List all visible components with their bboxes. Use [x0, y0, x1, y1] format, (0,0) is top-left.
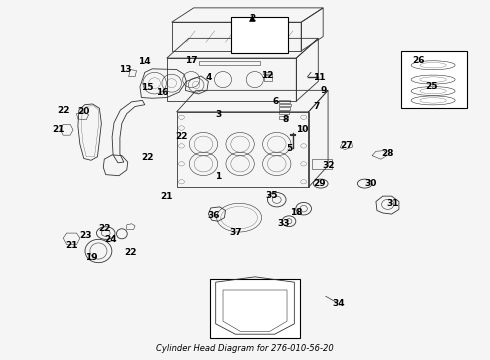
- Text: 5: 5: [286, 144, 292, 153]
- Text: 3: 3: [215, 110, 221, 119]
- Text: 34: 34: [333, 299, 345, 308]
- Text: 11: 11: [313, 73, 325, 82]
- Bar: [279, 104, 292, 107]
- Text: 22: 22: [98, 224, 111, 233]
- Text: 12: 12: [261, 71, 273, 80]
- Bar: [231, 17, 288, 53]
- Text: 21: 21: [65, 241, 78, 250]
- Text: 19: 19: [85, 253, 98, 262]
- Text: 25: 25: [425, 82, 438, 91]
- Text: 15: 15: [141, 83, 153, 92]
- Text: 1: 1: [215, 172, 221, 181]
- Bar: [279, 116, 288, 119]
- Text: 22: 22: [141, 153, 153, 162]
- Text: 14: 14: [139, 57, 151, 66]
- Text: 10: 10: [296, 125, 308, 134]
- Text: Cylinder Head Diagram for 276-010-56-20: Cylinder Head Diagram for 276-010-56-20: [156, 344, 334, 353]
- Text: 36: 36: [207, 211, 220, 220]
- Bar: [167, 58, 296, 101]
- Text: 37: 37: [229, 228, 242, 237]
- Text: 13: 13: [119, 66, 131, 75]
- Text: 9: 9: [321, 86, 327, 95]
- Text: 28: 28: [381, 149, 394, 158]
- Bar: [279, 100, 290, 103]
- Text: 23: 23: [79, 231, 92, 240]
- Text: 27: 27: [341, 141, 353, 150]
- Text: 30: 30: [365, 179, 377, 188]
- Bar: [172, 22, 301, 51]
- Text: 35: 35: [266, 191, 278, 200]
- Bar: [279, 107, 290, 110]
- Text: 22: 22: [124, 248, 136, 257]
- Text: 21: 21: [52, 125, 65, 134]
- Bar: [264, 74, 272, 81]
- Text: 16: 16: [156, 88, 168, 97]
- Bar: [279, 111, 289, 114]
- Text: 31: 31: [386, 199, 399, 208]
- Text: 6: 6: [272, 96, 279, 105]
- Text: 33: 33: [278, 219, 291, 228]
- Text: 4: 4: [205, 73, 212, 82]
- Bar: [176, 112, 309, 187]
- Bar: [401, 51, 467, 108]
- Text: 26: 26: [412, 57, 425, 66]
- Text: 32: 32: [323, 161, 335, 170]
- Text: 7: 7: [314, 102, 320, 111]
- Text: 22: 22: [175, 132, 188, 141]
- Text: 22: 22: [57, 105, 70, 114]
- Text: 24: 24: [104, 235, 117, 244]
- Bar: [210, 279, 300, 338]
- Text: 17: 17: [185, 57, 197, 66]
- Text: 2: 2: [249, 14, 255, 23]
- Text: 21: 21: [161, 192, 173, 201]
- Text: 18: 18: [290, 208, 302, 217]
- Text: 20: 20: [77, 107, 90, 116]
- Text: 29: 29: [314, 179, 326, 188]
- Bar: [313, 159, 332, 169]
- Text: 8: 8: [282, 114, 289, 123]
